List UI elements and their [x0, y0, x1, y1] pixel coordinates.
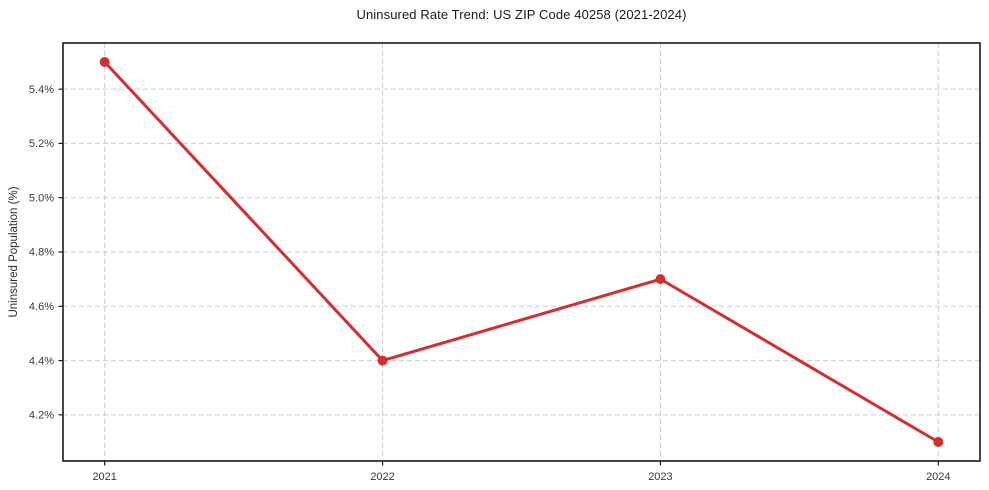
- x-tick-label: 2022: [370, 471, 394, 483]
- y-tick-label: 5.2%: [29, 138, 54, 150]
- y-tick-label: 5.4%: [29, 84, 54, 96]
- data-point: [655, 274, 666, 285]
- y-tick-label: 4.8%: [29, 247, 54, 259]
- y-tick-label: 5.0%: [29, 192, 54, 204]
- data-point: [933, 437, 944, 447]
- plot-border: [62, 42, 981, 462]
- chart-title: Uninsured Rate Trend: US ZIP Code 40258 …: [356, 7, 687, 22]
- x-tick-label: 2024: [926, 471, 950, 483]
- y-tick-label: 4.2%: [29, 410, 54, 422]
- data-point: [99, 57, 110, 67]
- y-tick-label: 4.6%: [29, 301, 54, 313]
- trend-line: [103, 60, 940, 444]
- x-tick-label: 2021: [92, 471, 116, 483]
- x-tick-label: 2023: [648, 471, 672, 483]
- y-tick-label: 4.4%: [29, 355, 54, 367]
- data-point: [377, 355, 388, 366]
